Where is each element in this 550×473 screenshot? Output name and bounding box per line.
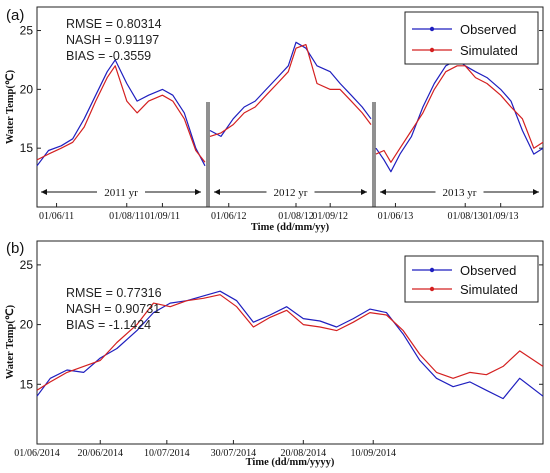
panel-a-legend-observed-marker [429,26,435,32]
panel-b-y-axis-label: Water Temp(℃) [4,304,16,379]
panel-a-xtick-label: 01/08/13 [447,211,483,222]
panel-a-xtick-label: 01/06/11 [39,211,74,222]
panel-a-year-label: 2011 yr [104,187,138,199]
panel-b-xtick-label: 10/07/2014 [144,448,190,459]
panel-a-year-label: 2012 yr [274,187,308,199]
panel-a-xtick-label: 01/08/12 [278,211,314,222]
panel-a-xtick-label: 01/08/11 [109,211,144,222]
panel-b-stats: RMSE = 0.77316 NASH = 0.90731 BIAS = -1.… [66,286,162,332]
panel-a-seg3-observed-line [375,59,544,173]
panel-b-observed-line [36,290,544,400]
panel-a-frame [36,6,544,208]
panel-b-plot-area [36,290,544,400]
panel-a-xtick-label: 01/06/12 [211,211,247,222]
panel-a-xtick-label: 01/09/11 [145,211,180,222]
panel-b-legend-box [404,255,539,303]
panel-a-seg3-simulated-line [375,65,544,163]
panel-a-label: (a) [6,7,24,24]
panel-b-xtick-label: 30/07/2014 [211,448,257,459]
panel-a-stats: RMSE = 0.80314 NASH = 0.91197 BIAS = -0.… [66,17,162,63]
panel-a-xtick-label: 01/09/12 [312,211,348,222]
panel-b-bias: BIAS = -1.1424 [66,318,151,332]
panel-a-seg2-simulated-line [209,43,372,137]
panel-a-year-arrowhead [195,189,201,195]
panel-a-ytick-label: 20 [20,82,34,96]
panel-b-legend: Observed Simulated [404,255,539,303]
panel-b-frame [36,240,544,445]
panel-a-y-axis: 15 20 25 [20,24,543,155]
panel-a-bias: BIAS = -0.3559 [66,49,151,63]
panel-b-ytick-label: 25 [20,258,34,272]
panel-a-legend-box [404,11,539,65]
panel-a-ytick-label: 15 [20,141,34,155]
panel-b-xtick-label: 10/09/2014 [350,448,396,459]
panel-b-x-axis: 01/06/2014 20/06/2014 10/07/2014 30/07/2014… [14,440,396,459]
panel-b-xtick-label: 20/08/2014 [281,448,327,459]
panel-a-year-arrowhead [361,189,367,195]
panel-a-legend-simulated-marker [429,47,435,53]
panel-a-xtick-label: 01/06/13 [378,211,414,222]
panel-a-x-axis-label: Time (dd/mm/yy) [251,222,330,233]
panel-a-xtick-label: 01/09/13 [483,211,519,222]
panel-a-x-axis: 01/06/11 01/08/11 01/09/11 01/06/12 01/08/12… [39,203,518,222]
panel-a-year-labels: 2011 yr 2012 yr 2013 yr [41,187,539,199]
panel-b-xtick-label: 20/06/2014 [77,448,123,459]
panel-b-ytick-label: 15 [20,377,34,391]
panel-b-nash: NASH = 0.90731 [66,302,160,316]
panel-b-simulated-line [36,294,544,391]
panel-b-xtick-label: 01/06/2014 [14,448,60,459]
panel-a-plot-area [36,41,544,207]
panel-a-y-axis-label: Water Temp(℃) [4,69,16,144]
panel-a-seg1-simulated-line [36,65,206,163]
panel-b-legend-simulated-marker [429,286,435,292]
panel-a-seg1-observed-line [36,59,206,167]
panel-a-rmse: RMSE = 0.80314 [66,17,162,31]
panel-b-legend-simulated-label: Simulated [460,282,518,297]
panel-b-rmse: RMSE = 0.77316 [66,286,162,300]
panel-a-year-arrowhead [41,189,47,195]
panel-b-y-axis: 15 20 25 [20,258,543,391]
panel-b-x-axis-label: Time (dd/mm/yyyy) [246,457,335,468]
panel-b-label: (b) [6,240,24,257]
panel-a-seg2-observed-line [209,41,372,137]
panel-a-year-label: 2013 yr [443,187,477,199]
panel-a-year-arrowhead [533,189,539,195]
panel-b-ytick-label: 20 [20,318,34,332]
panel-a-legend-simulated-label: Simulated [460,43,518,58]
panel-b-legend-observed-label: Observed [460,263,516,278]
panel-a-ytick-label: 25 [20,24,34,38]
panel-a-nash: NASH = 0.91197 [66,33,159,47]
panel-a-year-arrowhead [380,189,386,195]
panel-b-legend-observed-marker [429,267,435,273]
panel-b: (b) 15 20 25 01/06/2014 20/06/2014 10/07/201… [4,240,544,468]
panel-a-year-arrowhead [214,189,220,195]
panel-a-legend-observed-label: Observed [460,22,516,37]
panel-a-legend: Observed Simulated [404,11,539,65]
